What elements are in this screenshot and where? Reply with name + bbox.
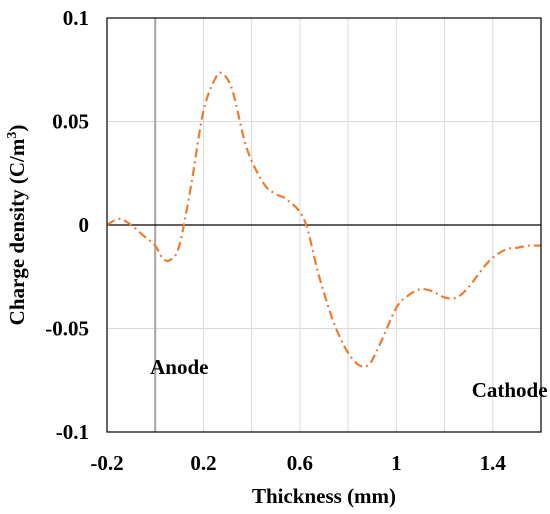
cathode-annotation: Cathode: [472, 378, 548, 402]
y-axis-title: Charge density (C/m3): [5, 125, 29, 326]
x-tick-labels: -0.2 0.2 0.6 1 1.4: [90, 451, 506, 475]
y-tick-labels: -0.1 -0.05 0 0.05 0.1: [45, 6, 89, 444]
y-axis-title-main: Charge density (C/m: [5, 138, 29, 325]
y-tick-label: -0.1: [56, 420, 89, 444]
y-tick-label: 0.1: [63, 6, 89, 30]
y-tick-label: -0.05: [45, 317, 89, 341]
x-axis-title: Thickness (mm): [252, 484, 396, 508]
y-tick-label: 0.05: [52, 110, 89, 134]
x-tick-label: -0.2: [90, 451, 123, 475]
anode-annotation: Anode: [150, 355, 208, 379]
x-tick-label: 0.2: [190, 451, 216, 475]
y-tick-label: 0: [79, 213, 90, 237]
y-axis-title-end: ): [5, 125, 29, 132]
x-tick-label: 0.6: [287, 451, 313, 475]
x-tick-label: 1.4: [480, 451, 507, 475]
charge-density-series-line: [106, 71, 542, 368]
plot-frame: [106, 17, 542, 433]
x-tick-label: 1: [391, 451, 402, 475]
y-axis-title-superscript: 3: [5, 132, 20, 139]
